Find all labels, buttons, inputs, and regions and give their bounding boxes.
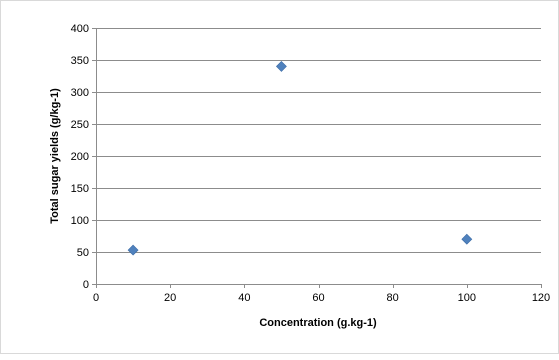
x-tick-label-100: 100 bbox=[458, 292, 476, 304]
x-tick-label-0: 0 bbox=[93, 292, 99, 304]
data-point-0-0 bbox=[127, 244, 139, 256]
y-tick-label-200: 200 bbox=[71, 151, 89, 163]
y-tick-label-400: 400 bbox=[71, 23, 89, 35]
data-point-0-1 bbox=[275, 60, 287, 72]
x-tick-label-60: 60 bbox=[312, 292, 324, 304]
data-point-0-2 bbox=[461, 233, 473, 245]
x-tick-label-120: 120 bbox=[532, 292, 550, 304]
y-tick-label-150: 150 bbox=[71, 183, 89, 195]
y-axis-title: Total sugar yields (g/kg-1) bbox=[49, 88, 61, 224]
x-tick-label-40: 40 bbox=[238, 292, 250, 304]
x-tick-labels: 0 20 40 60 80 100 120 bbox=[93, 292, 550, 304]
y-tick-label-50: 50 bbox=[77, 247, 89, 259]
x-axis-title: Concentration (g.kg-1) bbox=[259, 317, 377, 329]
gridlines bbox=[96, 28, 541, 253]
y-tick-label-100: 100 bbox=[71, 215, 89, 227]
axes bbox=[92, 28, 542, 288]
y-tick-label-250: 250 bbox=[71, 119, 89, 131]
data-points bbox=[127, 60, 473, 256]
y-tick-label-300: 300 bbox=[71, 87, 89, 99]
y-tick-label-350: 350 bbox=[71, 55, 89, 67]
y-tick-label-0: 0 bbox=[83, 279, 89, 291]
x-tick-label-20: 20 bbox=[164, 292, 176, 304]
y-tick-labels: 0 50 100 150 200 250 300 350 400 bbox=[71, 23, 89, 291]
x-tick-label-80: 80 bbox=[387, 292, 399, 304]
